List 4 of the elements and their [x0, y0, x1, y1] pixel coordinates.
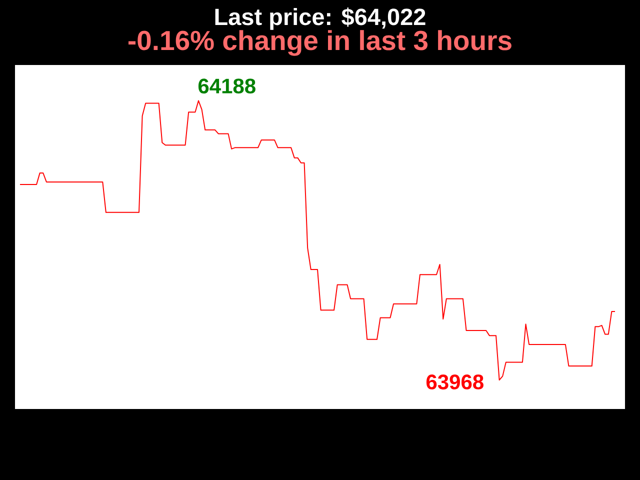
data-label: 63968 — [426, 374, 484, 390]
data-label: 64188 — [198, 78, 256, 94]
chart-title: Last price: $64,022 — [215, 8, 426, 30]
chart-subtitle: -0.16% change in last 3 hours — [128, 30, 512, 56]
